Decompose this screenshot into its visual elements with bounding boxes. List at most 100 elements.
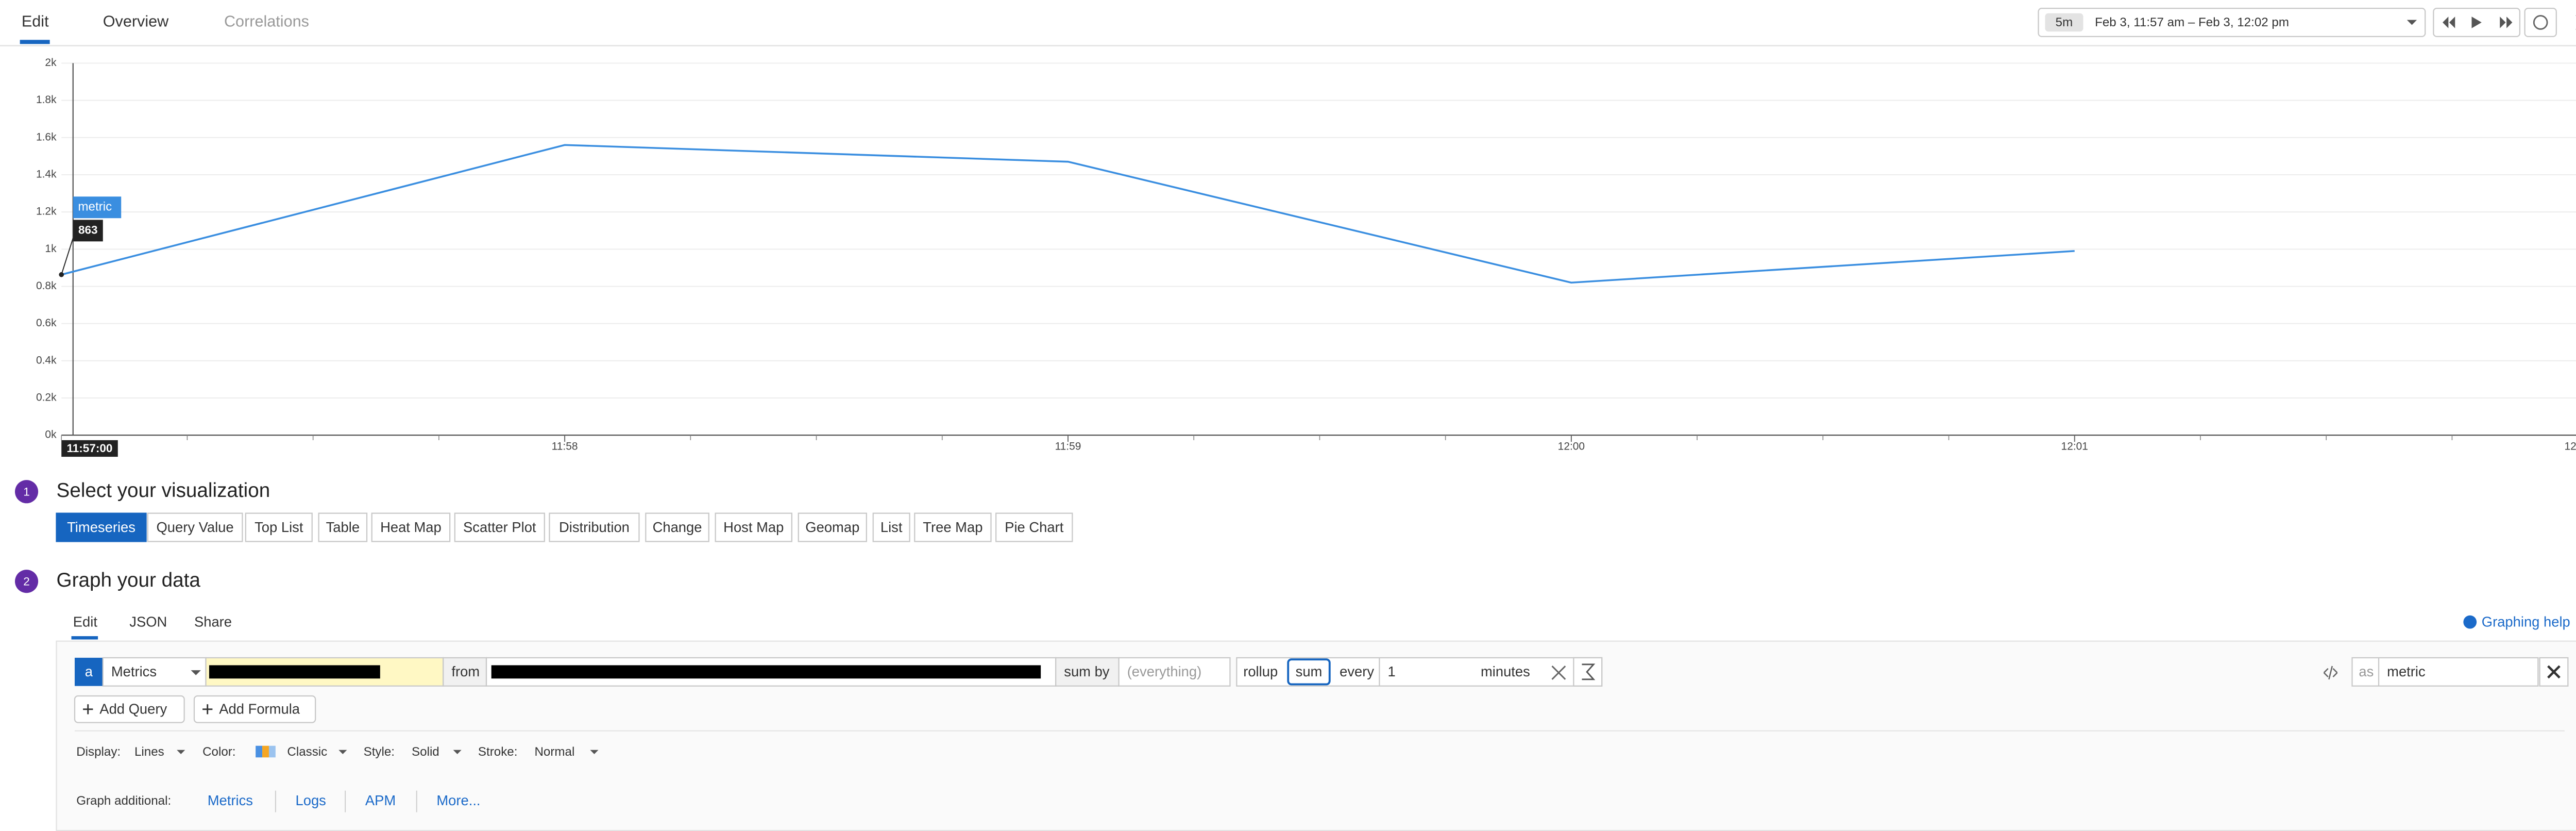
tab-underline — [71, 636, 98, 640]
every-label: every — [1340, 663, 1374, 679]
source-select[interactable] — [102, 657, 207, 687]
palette-swatch — [268, 745, 276, 758]
editor-tab[interactable]: JSON — [129, 614, 167, 630]
tooltip-series-name: metric — [78, 200, 112, 214]
rewind-icon[interactable] — [2443, 16, 2455, 28]
alias-box — [2351, 657, 2539, 687]
tab-edit[interactable]: Edit — [22, 13, 49, 30]
sigma-icon — [1582, 663, 1596, 680]
dropdown-caret — [177, 750, 185, 754]
label-cell — [443, 657, 487, 687]
viz-button[interactable] — [549, 512, 640, 542]
viz-button[interactable] — [454, 512, 545, 542]
tab-correlations[interactable]: Correlations — [224, 13, 309, 30]
step-number: 2 — [23, 575, 30, 588]
tooltip-value — [73, 220, 103, 242]
stroke-value[interactable]: Normal — [534, 745, 574, 759]
tooltip-time — [61, 440, 118, 457]
graphing-help[interactable]: Graphing help — [2482, 614, 2570, 630]
y-tick-label: 0.2k — [36, 392, 57, 404]
duration: 5m — [2056, 15, 2073, 29]
play-icon[interactable] — [2471, 16, 2482, 28]
add-formula: Add Formula — [219, 701, 300, 717]
redacted — [209, 665, 380, 679]
additional-link[interactable]: APM — [365, 792, 396, 808]
section-title: Graph your data — [57, 569, 201, 591]
additional-link[interactable]: More... — [436, 792, 480, 808]
tooltip-value-text: 863 — [78, 223, 98, 236]
rollup-method-text: sum — [1296, 663, 1323, 679]
viz-button-label: Table — [326, 519, 360, 535]
tooltip-pointer — [61, 238, 74, 275]
viz-button-label: Distribution — [559, 519, 630, 535]
x-tick-label: 12:00 — [1558, 440, 1585, 452]
duration-chip — [2045, 13, 2083, 32]
color-label: Color: — [202, 745, 235, 759]
add-query: Add Query — [99, 701, 167, 717]
additional-link[interactable]: Metrics — [208, 792, 253, 808]
y-tick-label: 1.8k — [36, 94, 57, 106]
viz-button-label: Host Map — [723, 519, 784, 535]
viz-button[interactable] — [914, 512, 992, 542]
chart: 0k 0.2k 0.4k 0.6k 0.8k 1k 1.2k 1.4k 1.6k 1.8k 2k 11… — [36, 57, 2576, 457]
sum-by-label: sum by — [1064, 663, 1110, 679]
time-picker[interactable] — [2038, 7, 2426, 38]
forward-icon[interactable] — [2500, 16, 2513, 28]
rollup-method[interactable] — [1287, 658, 1331, 686]
color-value[interactable]: Classic — [287, 745, 327, 759]
reset-button[interactable] — [2524, 7, 2557, 38]
plus-icon — [202, 704, 213, 714]
y-tick-label: 2k — [45, 57, 57, 69]
viz-button-label: Timeseries — [67, 519, 135, 535]
query-letter-box — [74, 657, 103, 686]
viz-button[interactable] — [715, 512, 792, 542]
time-range: Feb 3, 11:57 am – Feb 3, 12:02 pm — [2095, 15, 2289, 29]
step-badge — [14, 480, 39, 504]
interval-value[interactable]: 1 — [1388, 663, 1396, 679]
y-tick-label: 1k — [45, 243, 57, 255]
viz-button-label: Heat Map — [380, 519, 442, 535]
y-tick-label: 0k — [45, 429, 57, 441]
clear-icon[interactable] — [1551, 666, 1566, 680]
redacted — [491, 665, 1041, 679]
viz-button[interactable] — [995, 512, 1073, 542]
stroke-label: Stroke: — [478, 745, 518, 759]
style-label: Style: — [364, 745, 395, 759]
add-query-button[interactable] — [74, 695, 185, 723]
alias[interactable]: metric — [2387, 663, 2426, 679]
add-formula-button[interactable] — [193, 695, 316, 723]
dropdown-caret — [2406, 20, 2417, 25]
viz-button[interactable] — [872, 512, 910, 542]
viz-button[interactable] — [318, 512, 368, 542]
x-tick-label: 12:01 — [2061, 440, 2088, 452]
editor-tab[interactable]: Edit — [73, 614, 98, 630]
x-tick-label: 11:58 — [552, 440, 578, 452]
viz-button[interactable] — [371, 512, 451, 542]
additional-label: Graph additional: — [76, 794, 171, 808]
interval-unit: minutes — [1481, 663, 1530, 679]
additional-link[interactable]: Logs — [296, 792, 326, 808]
x-tick-label: 12:02 — [2564, 440, 2576, 452]
rollup-label: rollup — [1243, 663, 1278, 679]
section-title: Select your visualization — [57, 479, 270, 502]
code-icon[interactable] — [2323, 666, 2338, 680]
viz-button[interactable] — [245, 512, 313, 542]
y-tick-label: 0.6k — [36, 317, 57, 329]
display-value[interactable]: Lines — [134, 745, 164, 759]
help-icon[interactable] — [2463, 615, 2477, 629]
viz-button[interactable] — [798, 512, 867, 542]
palette-swatch — [262, 745, 269, 758]
viz-button[interactable] — [147, 512, 243, 542]
viz-button-label: Tree Map — [923, 519, 982, 535]
style-value[interactable]: Solid — [412, 745, 439, 759]
viz-button[interactable] — [645, 512, 709, 542]
group-input[interactable] — [1118, 657, 1231, 687]
display-label: Display: — [76, 745, 121, 759]
dropdown-caret — [338, 750, 347, 754]
editor-tab[interactable]: Share — [194, 614, 232, 630]
y-tick-label: 1.2k — [36, 206, 57, 218]
as-label: as — [2359, 663, 2374, 679]
tab-overview[interactable]: Overview — [103, 13, 169, 30]
viz-button[interactable] — [56, 512, 147, 542]
